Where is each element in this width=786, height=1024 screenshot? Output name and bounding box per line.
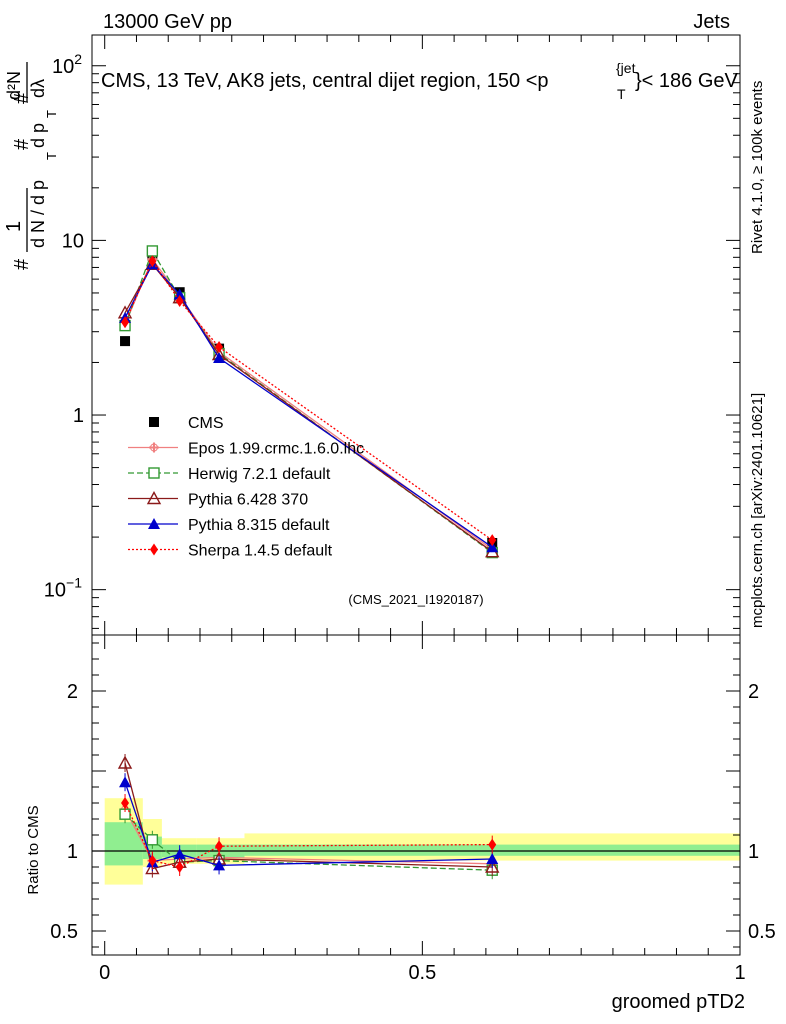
ratio-y-tick-label-left: 2 [67, 681, 78, 703]
ratio-point-pythia6 [485, 859, 500, 873]
legend-marker-herwig [148, 467, 160, 479]
ratio-y-tick-label-right: 0.5 [748, 921, 776, 943]
ylabel-sub-t2: T [44, 110, 59, 118]
ylabel-sub-t1: T [44, 152, 59, 160]
main-point-sherpa [215, 341, 224, 354]
main-point-sherpa [148, 255, 157, 268]
ylabel-one: 1 [3, 221, 25, 232]
ratio-point-sherpa [148, 854, 157, 867]
main-series-line-sherpa [124, 259, 493, 541]
ratio-y-tick-label-left: 0.5 [50, 921, 78, 943]
ratio-y-label: Ratio to CMS [25, 805, 42, 894]
analysis-watermark: (CMS_2021_I1920187) [348, 592, 483, 607]
plot-title-end: }< 186 GeV [635, 70, 739, 92]
main-point-herwig [146, 245, 159, 257]
main-y-tick-label: 1 [73, 405, 84, 427]
header-jets-label: Jets [693, 11, 730, 33]
legend-marker-sherpa [150, 543, 158, 556]
ylabel-d2n: d²N [4, 71, 24, 100]
main-y-tick-label: 102 [52, 51, 82, 78]
rivet-version-label: Rivet 4.1.0, ≥ 100k events [749, 81, 766, 254]
ratio-point-pythia8 [486, 853, 499, 864]
tick-exponent: 2 [74, 51, 82, 67]
ratio-y-tick-label-left: 1 [67, 841, 78, 863]
ratio-y-tick-label-right: 1 [748, 841, 759, 863]
ratio-point-pythia6 [117, 755, 133, 769]
legend-label-cms: CMS [188, 415, 224, 432]
ylabel-hash-1: # [11, 258, 33, 270]
mcplots-label: mcplots.cern.ch [arXiv:2401.10621] [749, 393, 766, 628]
ratio-plot-frame [91, 634, 741, 956]
main-point-pythia8 [486, 541, 499, 553]
ratio-point-sherpa [121, 797, 130, 809]
main-y-tick-label: 10−1 [44, 575, 82, 602]
plot-title-main: CMS, 13 TeV, AK8 jets, central dijet reg… [101, 70, 549, 92]
ratio-point-pythia6 [145, 861, 160, 875]
header-energy-label: 13000 GeV pp [103, 11, 232, 33]
ylabel-hash-2: # [11, 138, 33, 150]
legend-label-epos: Epos 1.99.crmc.1.6.0.lhc [188, 441, 364, 458]
ratio-point-pythia8 [119, 776, 132, 788]
main-point-sherpa [121, 316, 130, 329]
ratio-point-sherpa [488, 838, 497, 851]
ratio-point-sherpa [175, 861, 184, 873]
main-point-pythia8 [213, 352, 226, 364]
ylabel-dn-dpt: d N / d p [28, 180, 48, 248]
ratio-plot: 0 0.5 10.5 0.51 12 2 [50, 635, 776, 984]
x-tick-label: 1 [734, 962, 745, 984]
tick-exponent: −1 [66, 575, 82, 591]
main-point-sherpa [175, 294, 184, 307]
legend-marker-cms [149, 417, 159, 427]
ylabel-dpt: d p [28, 123, 48, 148]
ratio-point-herwig [146, 834, 159, 846]
plot-title: CMS, 13 TeV, AK8 jets, central dijet reg… [101, 70, 549, 92]
tick-base: 10 [44, 580, 66, 602]
tick-base: 10 [52, 56, 74, 78]
legend: CMS Epos 1.99.crmc.1.6.0.lhc Herwig 7.2.1 … [128, 415, 364, 560]
main-point-cms [120, 336, 131, 347]
legend-marker-epos-ring [150, 443, 158, 452]
legend-label-sherpa: Sherpa 1.4.5 default [188, 543, 333, 560]
legend-label-pythia6: Pythia 6.428 370 [188, 492, 308, 509]
legend-marker-pythia8 [148, 518, 160, 529]
main-y-label: # 1 d N / d p T # d p T # d²N dλ [3, 62, 59, 270]
ratio-point-pythia8 [213, 859, 226, 871]
plot-title-superscript: {jet [616, 60, 636, 76]
ratio-y-tick-label-right: 2 [748, 681, 759, 703]
x-axis-label: groomed pTD2 [612, 991, 745, 1013]
x-tick-label: 0.5 [408, 962, 436, 984]
main-y-tick-label: 10 [62, 230, 84, 252]
legend-label-pythia8: Pythia 8.315 default [188, 517, 330, 534]
ratio-point-sherpa [215, 840, 224, 853]
legend-label-herwig: Herwig 7.2.1 default [188, 466, 331, 483]
x-tick-label: 0 [99, 962, 110, 984]
ratio-band-inner [104, 822, 143, 866]
legend-marker-pythia6 [146, 491, 162, 505]
ylabel-dlambda: dλ [28, 79, 48, 98]
plot-title-subscript: T [617, 86, 626, 102]
main-point-sherpa [488, 534, 497, 547]
ratio-point-pythia8 [173, 848, 186, 860]
